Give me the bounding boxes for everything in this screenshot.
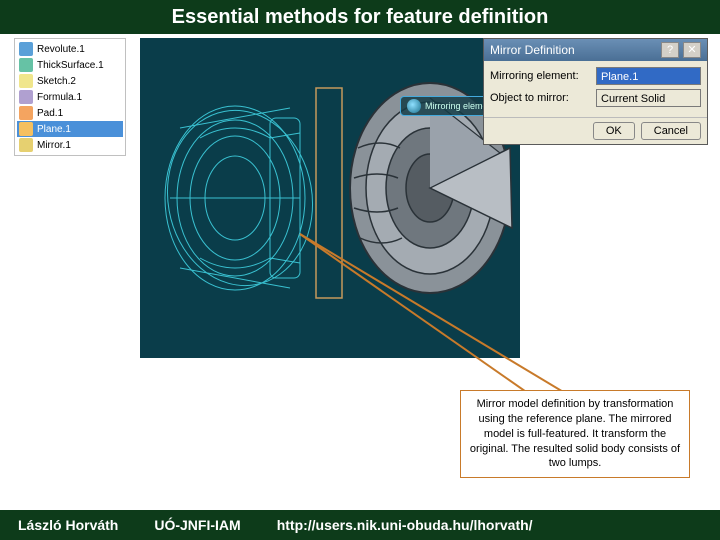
plane-icon [19, 122, 33, 136]
cad-model-svg [140, 38, 520, 358]
tree-item-formula[interactable]: Formula.1 [17, 89, 123, 105]
tree-item-thicksurface[interactable]: ThickSurface.1 [17, 57, 123, 73]
tree-item-label: Formula.1 [37, 92, 82, 103]
object-to-mirror-row: Object to mirror: Current Solid [490, 89, 701, 107]
footer-url: http://users.nik.uni-obuda.hu/lhorvath/ [259, 517, 551, 533]
object-to-mirror-label: Object to mirror: [490, 92, 590, 104]
mirror-icon [19, 138, 33, 152]
ok-button[interactable]: OK [593, 122, 635, 140]
sketch-icon [19, 74, 33, 88]
tree-item-mirror[interactable]: Mirror.1 [17, 137, 123, 153]
callout-text: Mirror model definition by transformatio… [470, 398, 680, 469]
help-button[interactable]: ? [661, 42, 679, 58]
formula-icon [19, 90, 33, 104]
tree-item-pad[interactable]: Pad.1 [17, 105, 123, 121]
dialog-title-text: Mirror Definition [490, 43, 575, 57]
mirroring-element-label: Mirroring element: [490, 70, 590, 82]
tree-item-label: Pad.1 [37, 108, 63, 119]
object-to-mirror-field[interactable]: Current Solid [596, 89, 701, 107]
tag-orb-icon [407, 99, 421, 113]
pad-icon [19, 106, 33, 120]
cad-viewport[interactable]: Mirroring element.1 [140, 38, 520, 358]
tree-item-plane[interactable]: Plane.1 [17, 121, 123, 137]
footer: László Horváth UÓ-JNFI-IAM http://users.… [0, 510, 720, 540]
feature-tree: Revolute.1 ThickSurface.1 Sketch.2 Formu… [14, 38, 126, 156]
thicksurface-icon [19, 58, 33, 72]
footer-author: László Horváth [0, 517, 136, 533]
dialog-titlebar[interactable]: Mirror Definition ? ✕ [484, 39, 707, 61]
tree-item-label: Mirror.1 [37, 140, 71, 151]
tree-item-label: Sketch.2 [37, 76, 76, 87]
mirroring-element-row: Mirroring element: Plane.1 [490, 67, 701, 85]
tree-item-label: Revolute.1 [37, 44, 85, 55]
mirror-definition-dialog: Mirror Definition ? ✕ Mirroring element:… [483, 38, 708, 145]
footer-institution: UÓ-JNFI-IAM [136, 517, 258, 533]
content-area: Revolute.1 ThickSurface.1 Sketch.2 Formu… [0, 34, 720, 414]
revolute-icon [19, 42, 33, 56]
dialog-buttons: OK Cancel [484, 117, 707, 144]
mirroring-element-field[interactable]: Plane.1 [596, 67, 701, 85]
page-title: Essential methods for feature definition [0, 0, 720, 34]
tree-item-label: ThickSurface.1 [37, 60, 104, 71]
close-button[interactable]: ✕ [683, 42, 701, 58]
tree-item-label: Plane.1 [37, 124, 71, 135]
callout-box: Mirror model definition by transformatio… [460, 390, 690, 478]
tree-item-revolute[interactable]: Revolute.1 [17, 41, 123, 57]
dialog-body: Mirroring element: Plane.1 Object to mir… [484, 61, 707, 117]
cancel-button[interactable]: Cancel [641, 122, 701, 140]
tree-item-sketch[interactable]: Sketch.2 [17, 73, 123, 89]
